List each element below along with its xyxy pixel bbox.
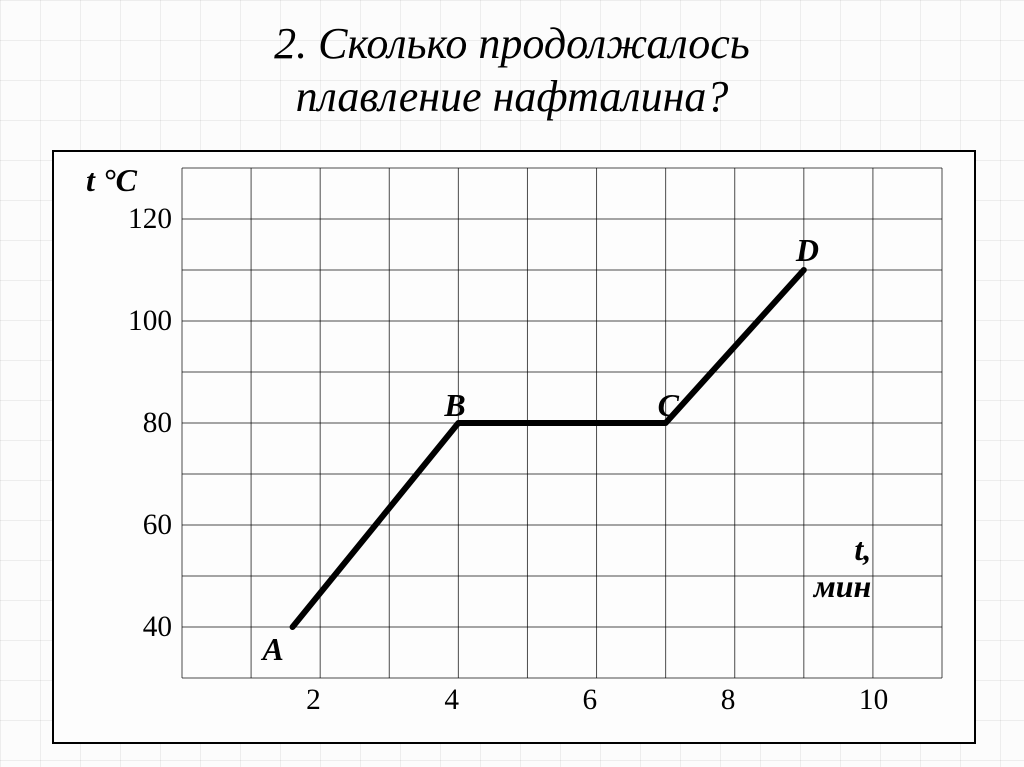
plot-area: A B C D: [182, 168, 942, 678]
point-label-c: C: [658, 387, 679, 424]
x-tick-label: 4: [444, 684, 459, 717]
point-label-b: B: [444, 387, 465, 424]
point-label-d: D: [796, 232, 819, 269]
title-line2: плавление нафталина?: [296, 72, 729, 121]
x-tick-label: 6: [583, 684, 598, 717]
y-tick-label: 80: [102, 407, 172, 440]
title-line1: 2. Сколько продолжалось: [274, 19, 750, 68]
x-tick-label: 2: [306, 684, 321, 717]
y-tick-label: 60: [102, 509, 172, 542]
chart-panel: t °C t, мин ABCD 406080100120246810: [52, 150, 976, 744]
chart-line: [182, 168, 942, 678]
y-axis-title: t °C: [86, 162, 137, 199]
x-tick-label: 10: [859, 684, 888, 717]
y-tick-label: 100: [102, 305, 172, 338]
x-tick-label: 8: [721, 684, 736, 717]
point-label-a: A: [263, 631, 284, 668]
question-title: 2. Сколько продолжалось плавление нафтал…: [0, 18, 1024, 124]
y-tick-label: 40: [102, 611, 172, 644]
y-tick-label: 120: [102, 203, 172, 236]
